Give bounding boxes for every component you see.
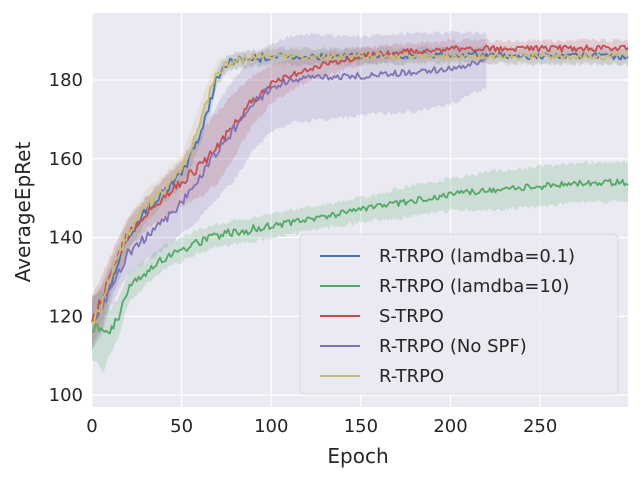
legend-label: S-TRPO: [379, 306, 444, 327]
series-lines: [91, 44, 629, 335]
series-band: [92, 38, 628, 345]
x-tick-label: 200: [433, 416, 467, 437]
x-tick-label: 250: [523, 416, 557, 437]
x-tick-label: 50: [170, 416, 193, 437]
legend-label: R-TRPO (lamdba=0.1): [379, 246, 575, 267]
tick-labels: 0 50 100 150 200 250 100 120 140 160 180: [49, 70, 558, 437]
y-axis-label: AverageEpRet: [11, 142, 35, 283]
x-tick-label: 100: [254, 416, 288, 437]
x-axis-label: Epoch: [327, 444, 388, 468]
y-tick-label: 140: [49, 228, 83, 249]
series-line: [92, 178, 629, 335]
grid-lines: [91, 13, 628, 407]
y-tick-label: 180: [49, 70, 83, 91]
series-line: [91, 52, 629, 327]
y-tick-label: 120: [49, 306, 83, 327]
legend: R-TRPO (lamdba=0.1) R-TRPO (lamdba=10) S-T…: [299, 233, 619, 395]
legend-box: [299, 233, 619, 395]
legend-label: R-TRPO (lamdba=10): [379, 276, 569, 297]
y-tick-label: 160: [49, 149, 83, 170]
series-line: [91, 57, 487, 325]
x-tick-label: 0: [86, 416, 97, 437]
legend-label: R-TRPO: [379, 366, 444, 387]
series-band: [92, 30, 487, 351]
y-tick-label: 100: [49, 385, 83, 406]
x-tick-label: 150: [344, 416, 378, 437]
legend-label: R-TRPO (No SPF): [379, 336, 527, 357]
